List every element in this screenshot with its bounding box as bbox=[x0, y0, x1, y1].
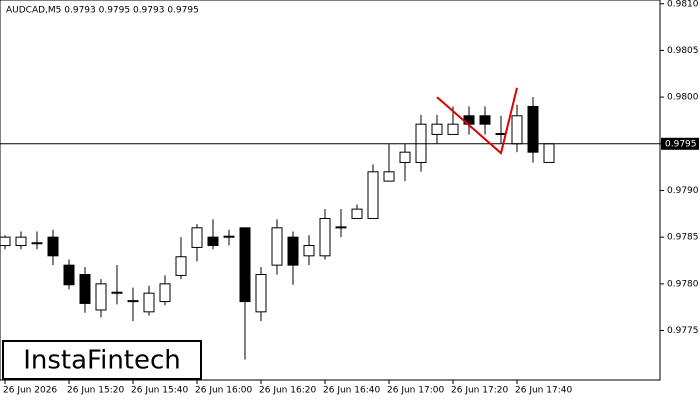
y-tick-label: 0.9785 bbox=[667, 233, 699, 243]
x-tick-label: 26 Jun 17:40 bbox=[515, 386, 572, 396]
candle-body bbox=[351, 208, 363, 219]
candle-body bbox=[319, 217, 331, 257]
candle-body bbox=[255, 273, 267, 313]
plot-frame bbox=[0, 0, 661, 381]
current-price-box bbox=[661, 137, 699, 150]
x-tick-label: 26 Jun 15:20 bbox=[67, 386, 124, 396]
logo: InstaFintech bbox=[23, 346, 181, 376]
candle-body bbox=[223, 235, 235, 238]
y-tick-label: 0.9805 bbox=[667, 46, 699, 56]
candle-body bbox=[159, 283, 171, 303]
candle-body bbox=[511, 115, 523, 145]
candle-body bbox=[191, 227, 203, 248]
candle-body bbox=[447, 123, 459, 135]
candle-body bbox=[527, 105, 539, 153]
candle-body bbox=[79, 273, 91, 304]
x-tick-label: 26 Jun 17:00 bbox=[387, 386, 444, 396]
candle-body bbox=[31, 242, 43, 245]
candle-body bbox=[207, 236, 219, 247]
y-tick-label: 0.9810 bbox=[667, 0, 699, 9]
candle-body bbox=[287, 236, 299, 266]
candle-body bbox=[95, 283, 107, 311]
candle-body bbox=[15, 236, 27, 247]
candle-body bbox=[175, 256, 187, 276]
x-tick-label: 26 Jun 17:20 bbox=[451, 386, 508, 396]
candle-body bbox=[111, 291, 123, 294]
pattern-line bbox=[436, 87, 518, 155]
x-tick-label: 26 Jun 16:00 bbox=[195, 386, 252, 396]
y-tick-label: 0.9790 bbox=[667, 186, 699, 196]
candle-body bbox=[479, 115, 491, 125]
y-tick-label: 0.9780 bbox=[667, 279, 699, 289]
candle-body bbox=[239, 227, 251, 303]
current-price-label: 0.9795 bbox=[665, 139, 697, 149]
x-tick-label: 26 Jun 16:20 bbox=[259, 386, 316, 396]
candle-body bbox=[543, 143, 555, 163]
candle-body bbox=[303, 245, 315, 257]
x-tick-label: 26 Jun 15:40 bbox=[131, 386, 188, 396]
x-tick-label: 26 Jun 16:40 bbox=[323, 386, 380, 396]
candle-body bbox=[367, 171, 379, 219]
candle-body bbox=[47, 236, 59, 257]
y-tick-label: 0.9775 bbox=[667, 326, 699, 336]
candle-body bbox=[431, 123, 443, 135]
candle-body bbox=[0, 236, 11, 247]
candle-body bbox=[383, 171, 395, 182]
candle-body bbox=[335, 226, 347, 229]
candle-body bbox=[63, 264, 75, 286]
chart-title: AUDCAD,M5 0.9793 0.9795 0.9793 0.9795 bbox=[6, 6, 199, 16]
logo-box bbox=[2, 340, 202, 380]
candle-body bbox=[495, 133, 507, 136]
candle-body bbox=[143, 292, 155, 313]
candle-body bbox=[127, 300, 139, 303]
candle-body bbox=[271, 227, 283, 266]
x-tick-label: 26 Jun 2026 bbox=[3, 386, 57, 396]
candle-body bbox=[399, 151, 411, 163]
y-tick-label: 0.9800 bbox=[667, 93, 699, 103]
